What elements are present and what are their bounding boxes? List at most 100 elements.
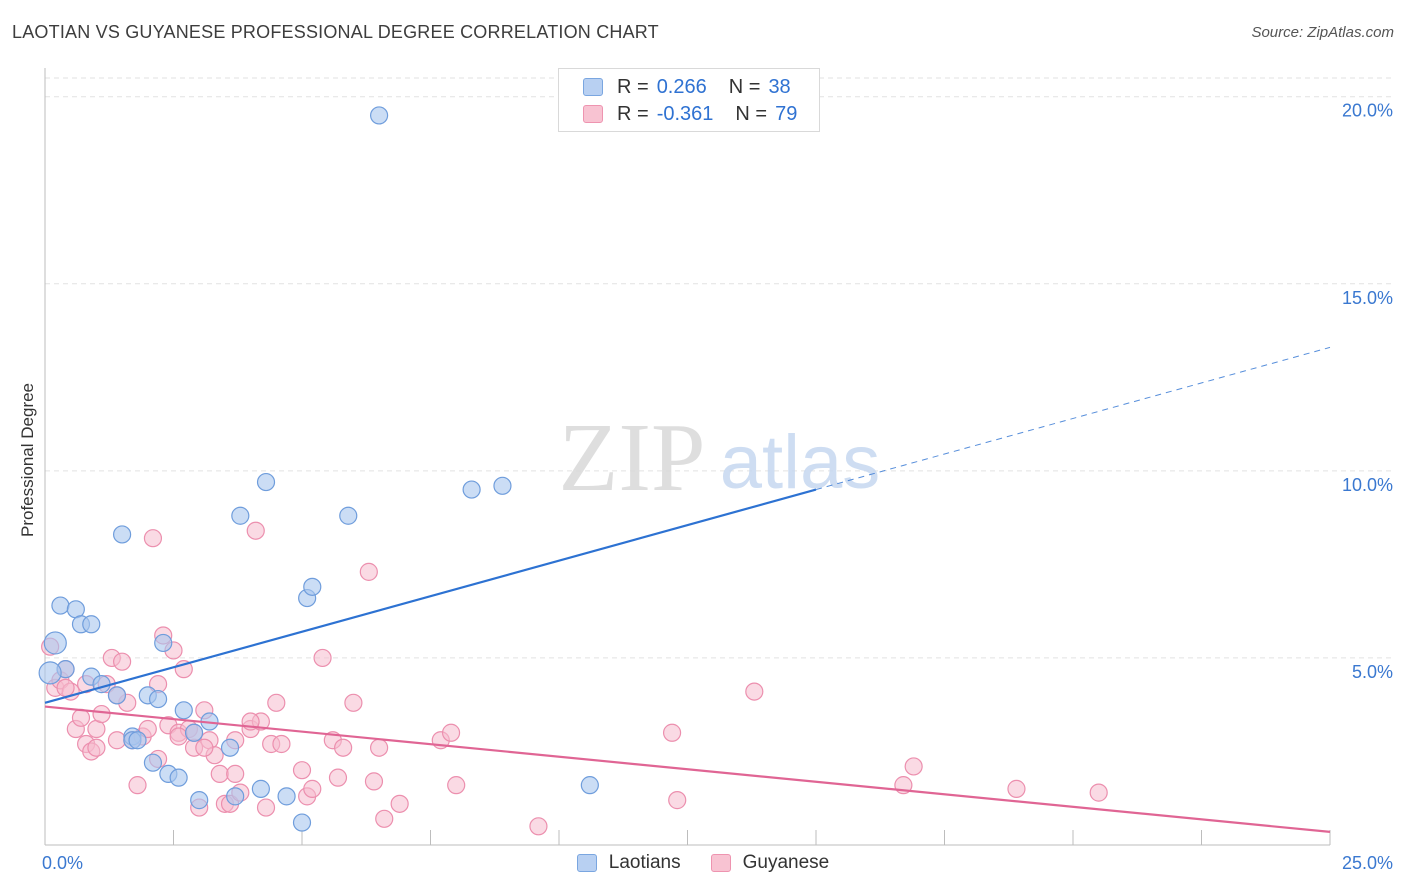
guyanese-point	[1089, 783, 1108, 802]
guyanese-point	[344, 693, 363, 712]
guyanese-point	[390, 794, 409, 813]
guyanese-point	[226, 764, 245, 784]
trend-lines	[44, 346, 1331, 833]
legend-label-guyanese: Guyanese	[742, 852, 830, 873]
laotian-point	[190, 791, 209, 810]
guyanese-point	[441, 723, 461, 742]
legend-n-value-laotians: 38	[768, 75, 791, 98]
laotian-point	[169, 768, 188, 787]
guyanese-point	[668, 791, 687, 810]
guyanese-point	[210, 764, 229, 784]
laotian-point	[112, 525, 132, 544]
guyanese-point	[138, 719, 157, 739]
laotian-point	[256, 472, 276, 492]
laotian-point	[370, 106, 389, 125]
guyanese-point	[292, 761, 312, 780]
guyanese-point	[1007, 779, 1026, 798]
legend-r-value-guyanese: -0.361	[656, 102, 714, 125]
legend-r-label: R =	[617, 102, 649, 125]
guyanese-trend-line	[44, 705, 1331, 833]
guyanese-point	[128, 776, 147, 795]
laotian-point	[339, 506, 358, 525]
watermark-atlas: atlas	[720, 420, 881, 505]
y-tick-label: 15.0%	[1342, 288, 1393, 308]
laotian-point	[251, 779, 270, 798]
legend-item-laotians[interactable]: Laotians	[576, 852, 681, 874]
laotian-point	[107, 686, 127, 705]
laotian-point	[38, 661, 62, 685]
laotian-point	[92, 675, 111, 694]
source-label: Source: ZipAtlas.com	[1251, 24, 1394, 41]
chart-title: LAOTIAN VS GUYANESE PROFESSIONAL DEGREE …	[12, 22, 659, 42]
laotian-point	[128, 731, 147, 750]
laotian-point	[51, 596, 70, 615]
legend-swatch-laotians	[583, 78, 603, 96]
legend-swatch-guyanese	[583, 105, 603, 123]
legend-item-guyanese[interactable]: Guyanese	[710, 852, 830, 874]
legend-r-label: R =	[617, 75, 649, 98]
laotian-point	[277, 787, 296, 806]
legend-n-value-guyanese: 79	[775, 102, 798, 125]
legend-row-guyanese: R = -0.361 N = 79	[583, 102, 797, 126]
guyanese-point	[195, 738, 214, 757]
guyanese-point	[904, 757, 923, 776]
series-legend: Laotians Guyanese	[0, 852, 1406, 874]
guyanese-point	[529, 817, 548, 836]
guyanese-point	[92, 704, 111, 724]
guyanese-point	[272, 734, 291, 754]
laotian-point	[82, 615, 101, 634]
legend-swatch-laotians	[576, 854, 597, 872]
legend-r-value-laotians: 0.266	[656, 75, 707, 98]
x-tick-label: 0.0%	[42, 853, 83, 873]
laotian-point	[231, 506, 250, 525]
laotian-point	[580, 776, 599, 795]
laotian-point	[303, 577, 322, 596]
watermark-zip: ZIP	[559, 404, 706, 512]
legend-label-laotians: Laotians	[608, 852, 681, 873]
laotian-points	[38, 106, 599, 832]
axis-layer	[44, 68, 1331, 846]
laotian-point	[148, 689, 168, 709]
guyanese-point	[256, 798, 276, 817]
legend-swatch-guyanese	[710, 854, 731, 872]
guyanese-point	[303, 779, 322, 798]
guyanese-point	[447, 776, 466, 795]
x-tick-label: 25.0%	[1342, 853, 1393, 873]
guyanese-point	[375, 809, 394, 828]
laotian-point	[43, 631, 67, 655]
y-tick-label: 20.0%	[1342, 101, 1393, 121]
guyanese-point	[328, 768, 348, 787]
guyanese-point	[169, 727, 188, 746]
y-tick-label: 5.0%	[1352, 662, 1393, 682]
laotian-trend-extension	[815, 346, 1331, 491]
tick-labels: 5.0% 10.0% 15.0% 20.0% 0.0% 25.0%	[42, 101, 1393, 873]
laotian-point	[493, 476, 512, 495]
guyanese-point	[313, 648, 332, 668]
guyanese-point	[364, 772, 384, 791]
guyanese-point	[334, 738, 353, 757]
guyanese-point	[107, 731, 127, 750]
laotian-trend-line	[44, 488, 817, 704]
guyanese-point	[662, 723, 682, 742]
legend-row-laotians: R = 0.266 N = 38	[583, 75, 791, 99]
guyanese-point	[112, 652, 132, 671]
laotian-point	[184, 723, 204, 742]
guyanese-point	[359, 562, 378, 581]
guyanese-point	[745, 682, 764, 701]
guyanese-point	[143, 529, 163, 548]
laotian-point	[220, 738, 240, 757]
laotian-point	[174, 701, 193, 720]
legend-n-label: N =	[735, 102, 768, 125]
watermark: ZIP atlas	[559, 404, 881, 512]
y-tick-label: 10.0%	[1342, 475, 1393, 495]
y-axis-label: Professional Degree	[18, 382, 37, 538]
laotian-point	[292, 813, 312, 832]
laotian-point	[462, 480, 481, 499]
laotian-point	[226, 787, 245, 806]
guyanese-point	[71, 708, 91, 727]
laotian-point	[154, 633, 173, 653]
guyanese-point	[267, 693, 286, 712]
legend-n-label: N =	[728, 75, 761, 98]
guyanese-point	[87, 738, 106, 757]
